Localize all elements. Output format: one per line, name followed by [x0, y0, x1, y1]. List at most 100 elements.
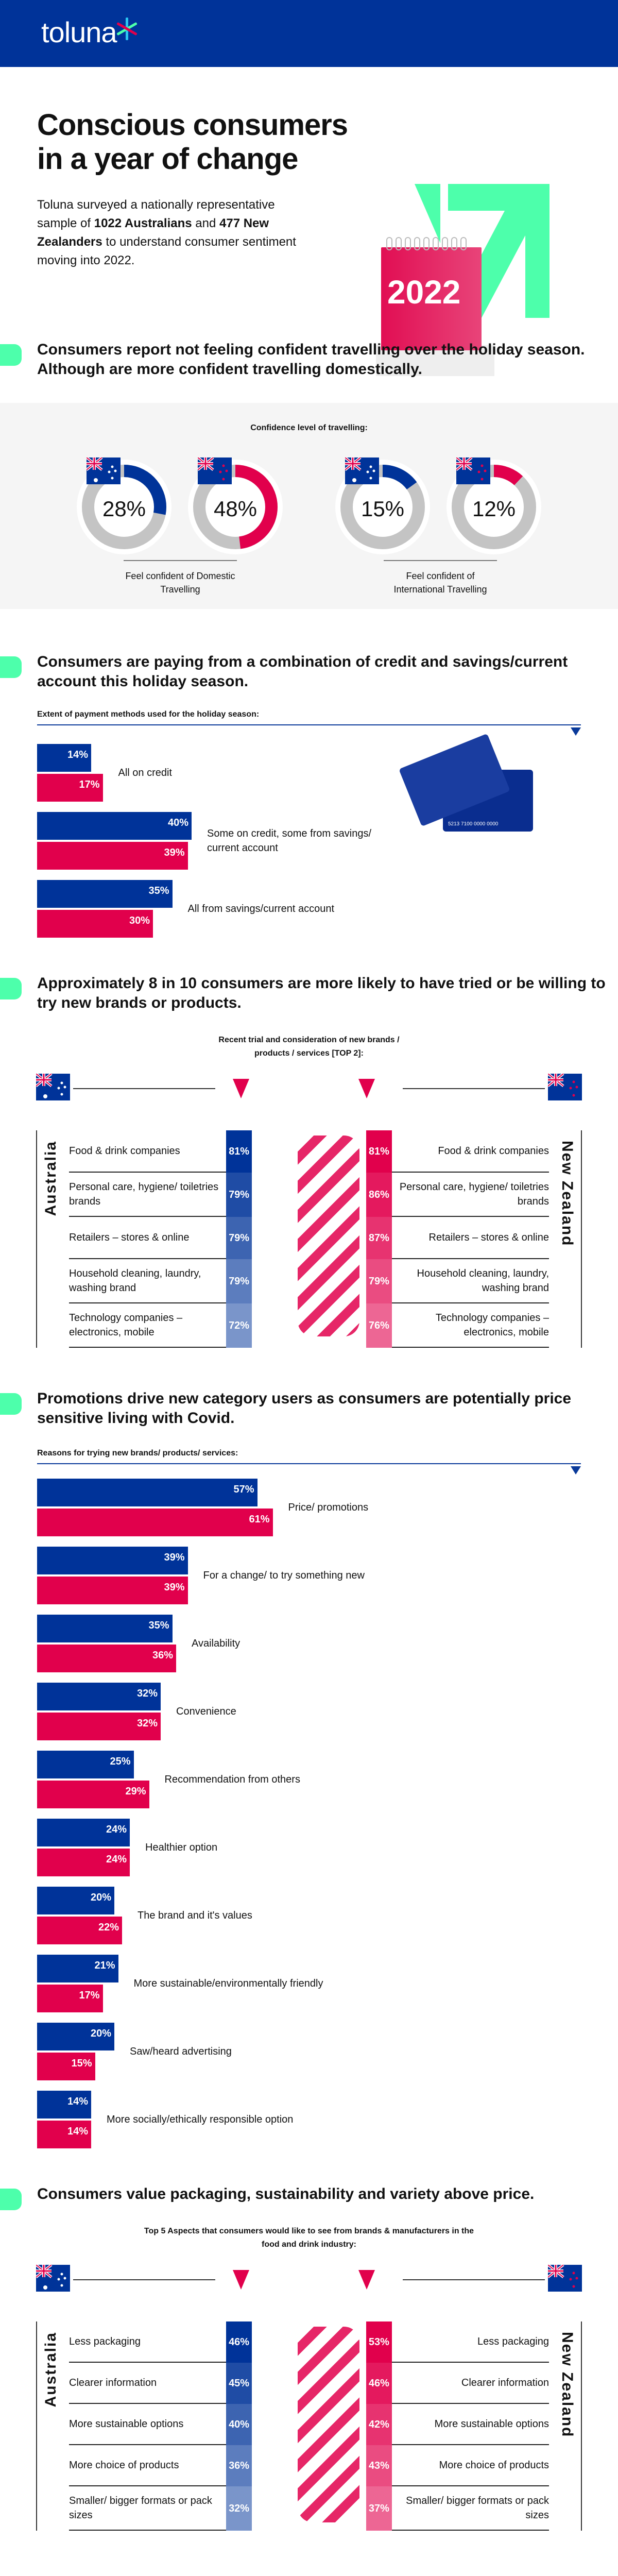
table-row: More choice of products 36% 43% More cho…	[69, 2445, 549, 2486]
table-row: More sustainable options 40% 42% More su…	[69, 2404, 549, 2445]
table-row: Food & drink companies 81% 81% Food & dr…	[69, 1130, 549, 1173]
australia-value: 45%	[226, 2363, 252, 2404]
down-triangle-icon	[358, 2270, 375, 2290]
bar-label: For a change/ to try something new	[203, 1570, 365, 1581]
bar-label: All from savings/current account	[187, 903, 335, 914]
new-zealand-bar: 32%	[37, 1713, 161, 1740]
australia-value: 79%	[226, 1217, 252, 1259]
bar-label: Recommendation from others	[164, 1774, 300, 1785]
toluna-logo[interactable]: toluna	[41, 15, 138, 49]
donut-chart-australia: 15%	[334, 455, 432, 558]
new-zealand-value: 43%	[366, 2445, 392, 2486]
asterisk-logo-icon	[116, 15, 138, 46]
bar-group: 32% 32% Convenience	[37, 1683, 618, 1740]
australia-bar: 35%	[37, 880, 173, 908]
australia-label: Australia	[42, 1141, 59, 1216]
australia-value: 46%	[226, 2321, 252, 2363]
australia-value: 72%	[226, 1303, 252, 1348]
section-title-travel: Consumers report not feeling confident t…	[0, 340, 618, 379]
section-title-trial: Approximately 8 in 10 consumers are more…	[0, 974, 618, 1013]
table-row: Less packaging 46% 53% Less packaging	[69, 2321, 549, 2363]
international-label: Feel confident of International Travelli…	[384, 560, 497, 596]
section-marker	[0, 978, 22, 999]
australia-value: 32%	[226, 2486, 252, 2531]
can-illustration	[298, 2327, 359, 2522]
table-row: Clearer information 45% 46% Clearer info…	[69, 2363, 549, 2404]
australia-bar: 20%	[37, 1887, 114, 1914]
new-zealand-bar: 17%	[37, 774, 103, 802]
chart-caption: Confidence level of travelling:	[250, 423, 368, 432]
header-bar: toluna	[0, 0, 618, 67]
table-row: Technology companies – electronics, mobi…	[69, 1303, 549, 1348]
australia-flag-icon	[35, 1073, 70, 1100]
new-zealand-value: 76%	[366, 1303, 392, 1348]
new-zealand-bar: 14%	[37, 2121, 91, 2148]
down-triangle-icon	[233, 1079, 249, 1098]
new-zealand-flag-icon	[456, 457, 490, 510]
calendar-year: 2022	[387, 274, 461, 311]
australia-flag-icon	[87, 457, 121, 510]
new-zealand-value: 46%	[366, 2363, 392, 2404]
australia-value: 36%	[226, 2445, 252, 2486]
australia-flag-icon	[35, 2264, 70, 2292]
intro-text: Toluna surveyed a nationally representat…	[37, 198, 296, 267]
new-zealand-flag-icon	[547, 2264, 582, 2292]
chart-caption: Reasons for trying new brands/ products/…	[37, 1449, 581, 1475]
calendar-illustration: 2022	[376, 237, 494, 376]
new-zealand-bar: 61%	[37, 1509, 273, 1536]
new-zealand-bar: 29%	[37, 1781, 149, 1808]
section-title-payment: Consumers are paying from a combination …	[0, 652, 618, 691]
bar-group: 35% 30% All from savings/current account	[37, 880, 618, 938]
bar-group: 24% 24% Healthier option	[37, 1819, 618, 1876]
payment-chart: 14% 17% All on credit 40% 39% Some on credit,…	[0, 733, 618, 938]
chart-caption: Extent of payment methods used for the h…	[37, 710, 581, 736]
australia-bar: 32%	[37, 1683, 161, 1710]
donut-chart-new-zealand: 48%	[186, 455, 284, 558]
section-marker	[0, 1393, 22, 1415]
new-zealand-value: 81%	[366, 1130, 392, 1173]
down-triangle-icon	[233, 2270, 249, 2290]
new-zealand-bar: 39%	[37, 1577, 188, 1604]
new-zealand-value: 42%	[366, 2404, 392, 2445]
chart-caption: Top 5 Aspects that consumers would like …	[144, 2227, 474, 2249]
new-zealand-flag-icon	[547, 1073, 582, 1100]
bar-label: Healthier option	[145, 1842, 218, 1853]
travel-confidence-panel: Confidence level of travelling: 28% 48% …	[0, 403, 618, 609]
new-zealand-label: New Zealand	[559, 2332, 576, 2438]
new-zealand-bar: 17%	[37, 1985, 103, 2012]
new-zealand-bar: 24%	[37, 1849, 130, 1876]
australia-flag-icon	[345, 457, 379, 510]
australia-label: Australia	[42, 2332, 59, 2408]
bar-label: The brand and it's values	[138, 1910, 252, 1921]
australia-value: 81%	[226, 1130, 252, 1173]
trial-table: Australia New Zealand Food & drink compa…	[35, 1073, 582, 1348]
australia-bar: 21%	[37, 1955, 118, 1982]
section-marker	[0, 2189, 22, 2210]
new-zealand-flag-icon	[198, 457, 232, 510]
page-title: Conscious consumers in a year of change	[37, 108, 348, 176]
new-zealand-value: 53%	[366, 2321, 392, 2363]
australia-bar: 20%	[37, 2023, 114, 2050]
reasons-chart: 57% 61% Price/ promotions 39% 39% For a chang…	[0, 1479, 618, 2148]
new-zealand-bar: 15%	[37, 2053, 95, 2080]
australia-bar: 14%	[37, 744, 91, 772]
australia-bar: 40%	[37, 812, 192, 840]
section-title-packaging: Consumers value packaging, sustainabilit…	[0, 2184, 618, 2210]
bar-label: All on credit	[118, 767, 173, 778]
new-zealand-value: 79%	[366, 1259, 392, 1303]
section-marker	[0, 656, 22, 678]
bar-label: Saw/heard advertising	[130, 2046, 232, 2057]
australia-bar: 24%	[37, 1819, 130, 1846]
donut-chart-new-zealand: 12%	[445, 455, 543, 558]
bar-group: 20% 15% Saw/heard advertising	[37, 2023, 618, 2080]
down-triangle-icon	[358, 1079, 375, 1098]
packaging-table: Australia New Zealand Less packaging 46%…	[35, 2264, 582, 2531]
bar-group: 35% 36% Availability	[37, 1615, 618, 1672]
new-zealand-bar: 36%	[37, 1645, 176, 1672]
bar-group: 21% 17% More sustainable/environmentally f…	[37, 1955, 618, 2012]
australia-bar: 25%	[37, 1751, 134, 1778]
bar-label: Price/ promotions	[288, 1502, 369, 1513]
bar-label: Convenience	[176, 1706, 236, 1717]
credit-cards-illustration: 5213 7100 0000 0000	[399, 733, 536, 847]
bar-group: 14% 14% More socially/ethically responsibl…	[37, 2091, 618, 2148]
